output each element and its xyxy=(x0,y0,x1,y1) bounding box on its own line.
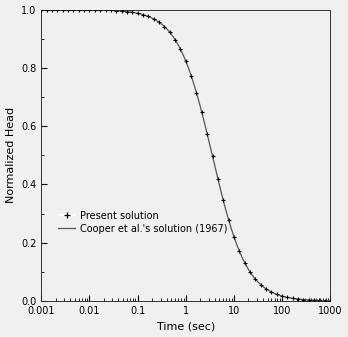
Y-axis label: Normalized Head: Normalized Head xyxy=(6,107,16,203)
X-axis label: Time (sec): Time (sec) xyxy=(157,321,215,332)
Legend: Present solution, Cooper et al.'s solution (1967): Present solution, Cooper et al.'s soluti… xyxy=(58,211,228,234)
